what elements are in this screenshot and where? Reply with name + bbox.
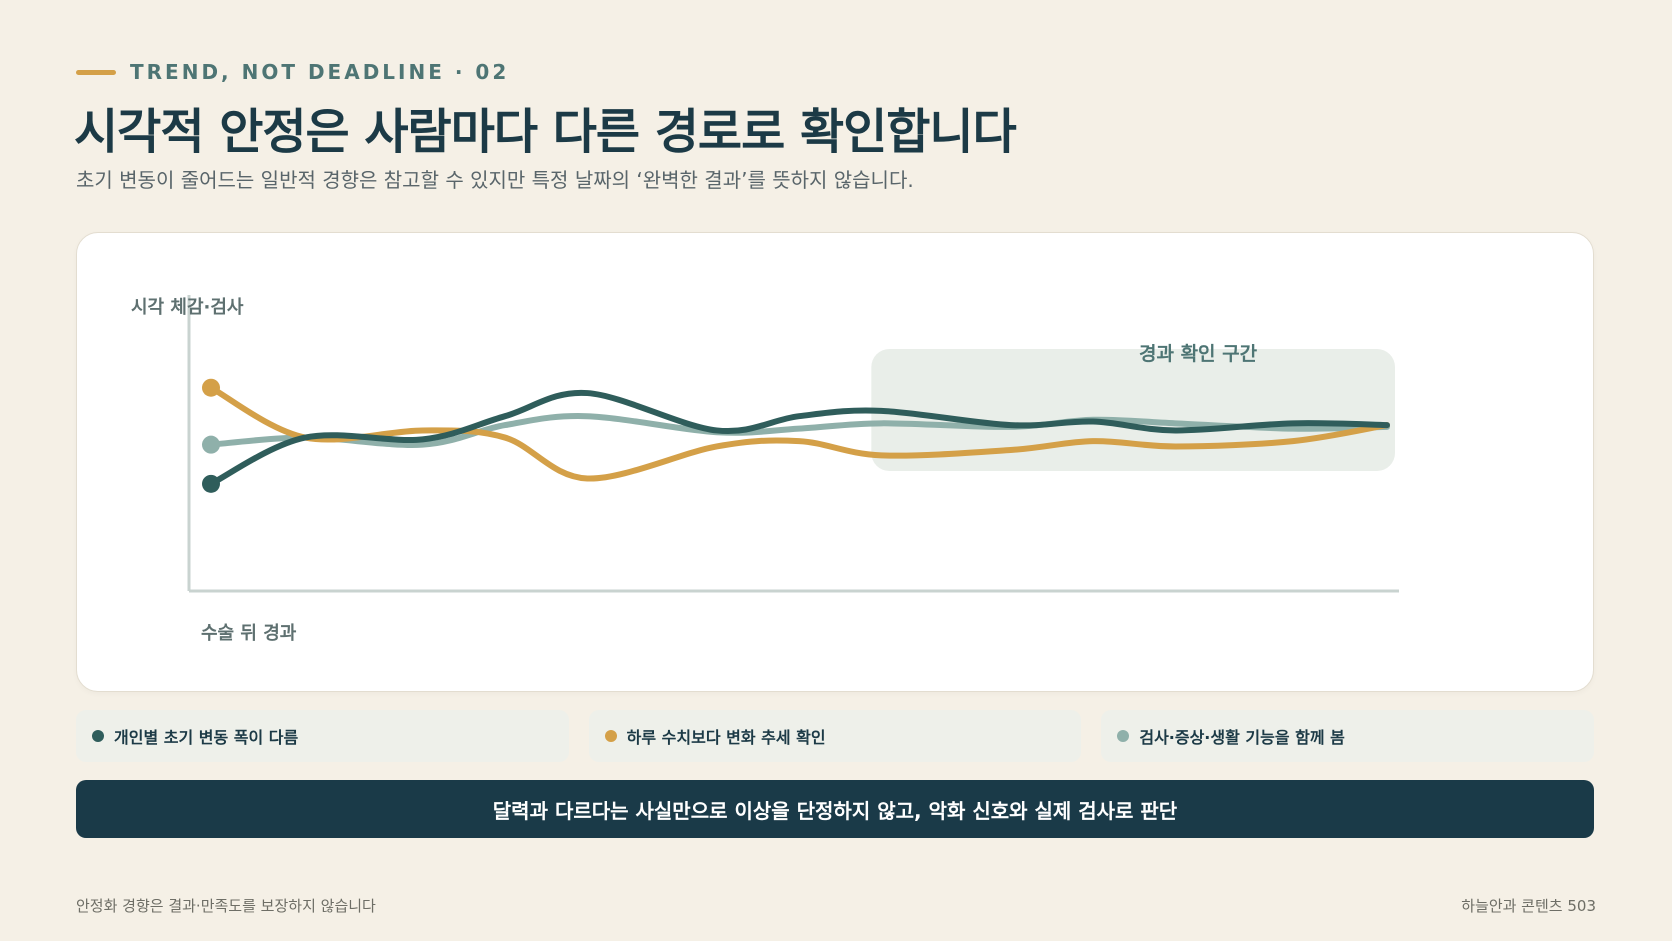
line-chart <box>187 295 1399 593</box>
y-axis-label: 시각 체감·검사 <box>131 297 244 318</box>
footer-source: 하늘안과 콘텐츠 503 <box>1461 897 1596 915</box>
series-line-1 <box>208 384 1390 482</box>
legend-label: 검사·증상·생활 기능을 함께 봄 <box>1139 728 1345 747</box>
page-title: 시각적 안정은 사람마다 다른 경로로 확인합니다 <box>74 104 1017 160</box>
legend-item: 하루 수치보다 변화 추세 확인 <box>588 710 1082 762</box>
legend-dot-icon <box>1117 730 1130 742</box>
eyebrow-text: TREND, NOT DEADLINE · 02 <box>130 60 510 84</box>
footer-disclaimer: 안정화 경향은 결과·만족도를 보장하지 않습니다 <box>76 897 376 915</box>
summary-banner: 달력과 다르다는 사실만으로 이상을 단정하지 않고, 악화 신호와 실제 검사… <box>76 780 1594 838</box>
series-line-0 <box>208 389 1390 487</box>
x-axis-label: 수술 뒤 경과 <box>201 623 297 644</box>
stable-zone-label: 경과 확인 구간 <box>1139 343 1258 365</box>
legend-dot-icon <box>92 730 104 742</box>
legend-dot-icon <box>604 730 617 742</box>
eyebrow-accent-line <box>76 69 116 75</box>
series-start-point-0 <box>202 474 220 493</box>
chart-card: 시각 체감·검사 수술 뒤 경과 경과 확인 구간 <box>76 232 1594 692</box>
legend: 개인별 초기 변동 폭이 다름 하루 수치보다 변화 추세 확인 검사·증상·생… <box>76 710 1595 762</box>
banner-text: 달력과 다르다는 사실만으로 이상을 단정하지 않고, 악화 신호와 실제 검사… <box>492 798 1178 823</box>
series-line-2 <box>208 413 1390 448</box>
stable-zone-band <box>871 349 1395 471</box>
page-subtitle: 초기 변동이 줄어드는 일반적 경향은 참고할 수 있지만 특정 날짜의 ‘완벽… <box>76 168 914 192</box>
legend-label: 하루 수치보다 변화 추세 확인 <box>626 728 826 747</box>
legend-item: 검사·증상·생활 기능을 함께 봄 <box>1101 710 1595 762</box>
eyebrow: TREND, NOT DEADLINE · 02 <box>76 60 509 84</box>
series-start-point-1 <box>202 378 220 397</box>
legend-label: 개인별 초기 변동 폭이 다름 <box>114 728 299 747</box>
legend-item: 개인별 초기 변동 폭이 다름 <box>76 710 569 762</box>
series-start-point-2 <box>202 435 220 454</box>
